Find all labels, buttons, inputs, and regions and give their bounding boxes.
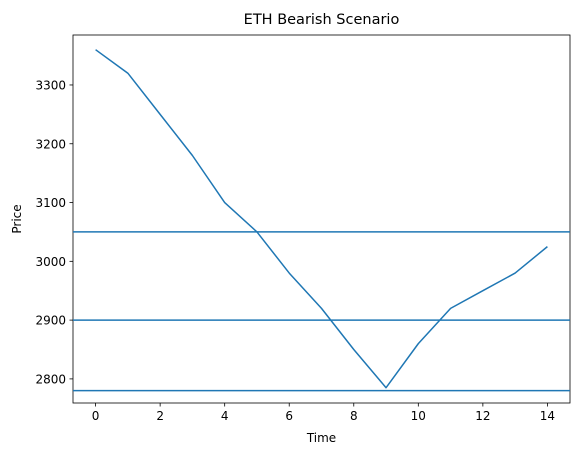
- y-axis-ticks: 2800 2900 3000 3100 3200 3300: [35, 78, 73, 386]
- reference-lines: [73, 231, 570, 392]
- x-tick-label: 2: [156, 409, 164, 423]
- y-tick-label: 2900: [35, 314, 66, 328]
- y-axis-label: Price: [10, 204, 24, 233]
- chart-title: ETH Bearish Scenario: [244, 12, 400, 28]
- x-tick-label: 10: [411, 409, 426, 423]
- axes: [72, 34, 571, 404]
- series-line: [95, 49, 548, 389]
- plot-frame: [72, 34, 571, 404]
- x-tick-label: 12: [475, 409, 490, 423]
- x-axis-label: Time: [306, 431, 336, 445]
- x-axis-ticks: 0 2 4 6 8 10 12 14: [92, 403, 555, 423]
- x-tick-label: 6: [285, 409, 293, 423]
- y-tick-label: 3000: [35, 255, 66, 269]
- y-tick-label: 3300: [35, 78, 66, 92]
- y-tick-label: 3200: [35, 137, 66, 151]
- x-tick-label: 14: [540, 409, 555, 423]
- x-tick-label: 0: [92, 409, 100, 423]
- y-tick-label: 2800: [35, 372, 66, 386]
- y-tick-label: 3100: [35, 196, 66, 210]
- series-layer: [95, 49, 548, 389]
- x-tick-label: 8: [350, 409, 358, 423]
- x-tick-label: 4: [221, 409, 229, 423]
